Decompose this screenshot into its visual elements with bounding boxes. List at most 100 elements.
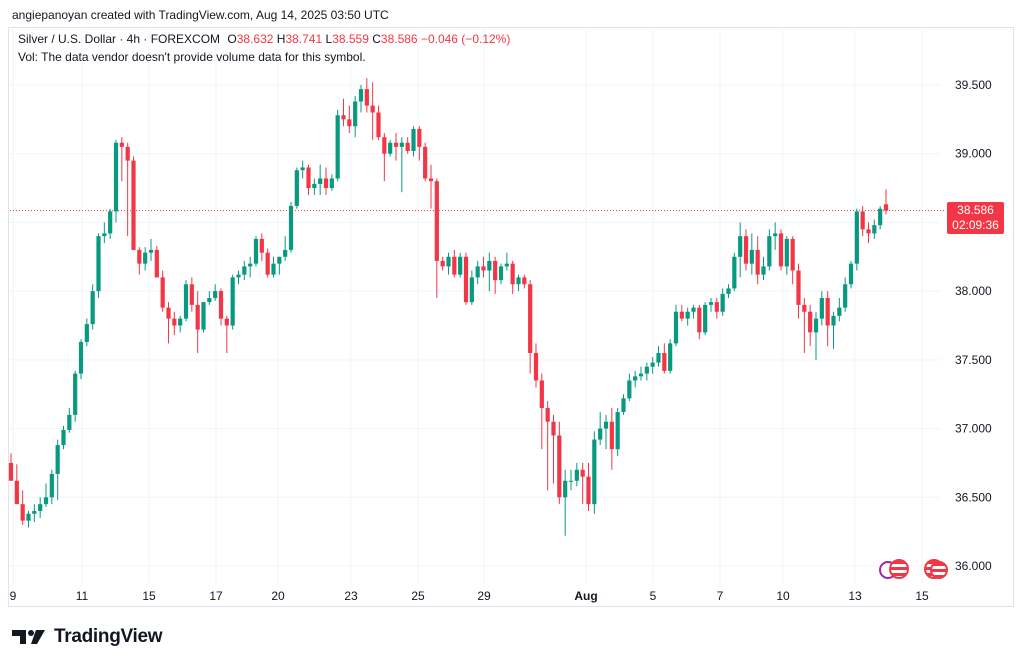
tradingview-logo-icon (12, 630, 45, 644)
x-tick-label: 17 (209, 589, 223, 603)
candle (831, 311, 836, 349)
candle (685, 307, 690, 326)
x-tick-label: 23 (344, 589, 358, 603)
candle (353, 95, 358, 138)
high-label: H (276, 32, 286, 46)
candle-body (189, 284, 194, 305)
candle (580, 462, 585, 505)
candle (84, 318, 89, 347)
candle-body (598, 428, 603, 440)
candle (61, 425, 66, 450)
candle-body (504, 263, 509, 267)
candle (283, 236, 288, 261)
candle (802, 298, 807, 353)
candle (364, 78, 369, 113)
candle (679, 304, 684, 322)
candle (732, 252, 737, 292)
low-label: L (325, 32, 333, 46)
candle (43, 483, 49, 507)
candle (854, 208, 859, 271)
candle-body (90, 291, 95, 325)
candle (218, 288, 224, 326)
candle (329, 174, 334, 191)
us-flag-icon[interactable] (889, 559, 909, 579)
candle (493, 256, 498, 294)
candle-body (300, 167, 305, 171)
candle-body (218, 291, 224, 319)
candle-body (708, 302, 714, 305)
candle-body (49, 473, 54, 498)
candle (475, 260, 480, 285)
candle-body (778, 233, 784, 267)
candle-body (656, 352, 661, 363)
candle-body (335, 115, 340, 179)
candle-body (446, 256, 451, 267)
candle (213, 284, 218, 301)
candle-body (102, 233, 107, 237)
candle (528, 280, 533, 374)
x-tick-label: Aug (574, 589, 597, 603)
candle-body (370, 105, 375, 113)
candle (312, 178, 317, 195)
candle (189, 277, 194, 312)
y-tick-label: 36.500 (955, 490, 992, 504)
tradingview-wordmark: TradingView (54, 626, 163, 647)
candle-body (323, 178, 329, 189)
candle (376, 105, 381, 140)
candle (563, 469, 568, 536)
candle-body (178, 318, 183, 326)
y-tick-label: 37.500 (955, 353, 992, 367)
x-axis-ticks: 9 11 15 17 20 23 25 29 Aug 5 7 10 13 15 (10, 589, 929, 603)
candle (697, 304, 702, 340)
candle (691, 304, 696, 319)
candle (784, 236, 789, 275)
x-tick-label: 13 (848, 589, 862, 603)
candle-body (533, 352, 539, 381)
candle (498, 263, 504, 285)
candle (848, 260, 854, 289)
candle-body (195, 304, 200, 330)
candle-body (854, 211, 859, 264)
candle-body (516, 277, 521, 285)
candle-body (644, 366, 649, 374)
candle-body (8, 462, 14, 481)
candle (440, 256, 445, 271)
candle (592, 431, 597, 514)
candle (428, 164, 434, 209)
candle-body (469, 277, 474, 303)
candle-body (487, 260, 492, 271)
candle (487, 252, 492, 292)
candle-body (773, 233, 778, 237)
candle (242, 260, 247, 281)
candle (510, 260, 515, 294)
candle (533, 343, 539, 388)
candle (166, 302, 171, 344)
candle (323, 167, 329, 195)
candle-body (685, 311, 690, 319)
candle-body (160, 277, 165, 308)
x-tick-label: 25 (411, 589, 425, 603)
candle-body (393, 142, 399, 147)
candle-body (621, 398, 626, 413)
candle-body (679, 311, 684, 319)
candle-series (8, 78, 889, 536)
candle-body (143, 252, 148, 264)
candle (434, 178, 439, 299)
candle (253, 236, 259, 267)
us-flag-icon[interactable] (930, 561, 948, 579)
candle-body (423, 146, 428, 179)
candle-body (154, 249, 159, 278)
candle-body (213, 291, 218, 299)
candle-body (347, 119, 352, 127)
candle-body (878, 208, 883, 226)
candle-body (697, 307, 702, 333)
candle (644, 362, 649, 381)
last-price-value: 38.586 (957, 203, 994, 217)
candle-body (108, 211, 113, 234)
candle (370, 82, 375, 140)
candle-body (230, 277, 235, 326)
candle (178, 315, 183, 333)
candle (195, 291, 200, 353)
candle (347, 105, 352, 134)
